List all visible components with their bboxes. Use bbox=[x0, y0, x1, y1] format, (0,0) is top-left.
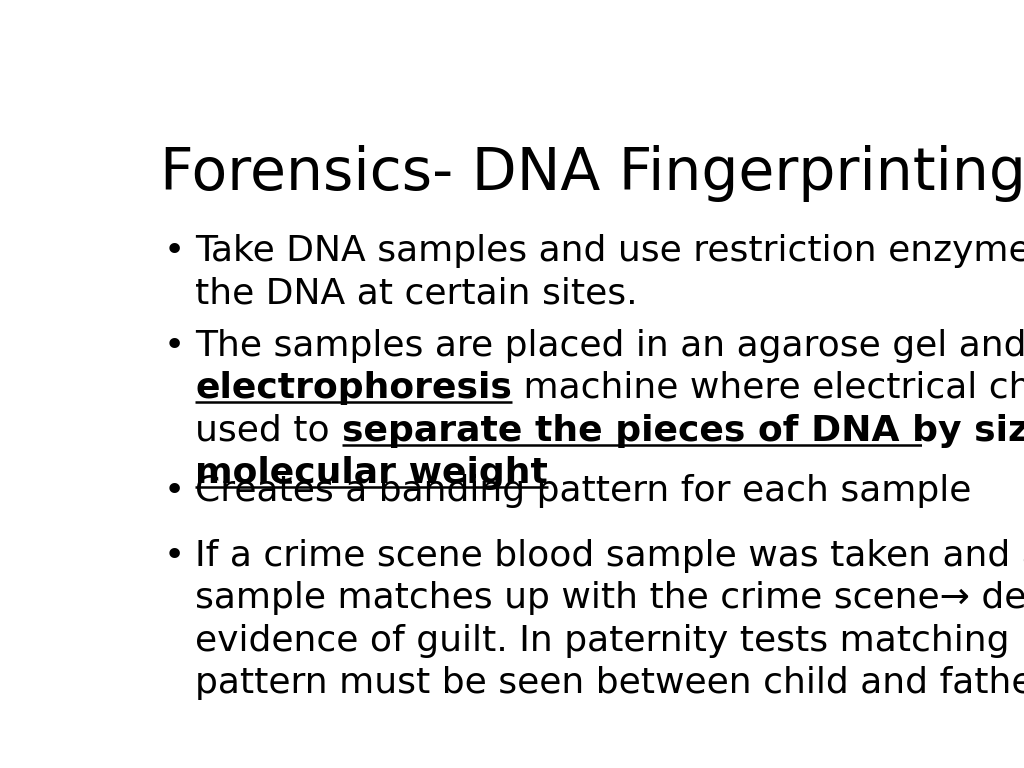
Text: •: • bbox=[164, 538, 185, 573]
Text: Creates a banding pattern for each sample: Creates a banding pattern for each sampl… bbox=[196, 474, 972, 508]
Text: •: • bbox=[164, 329, 185, 362]
Text: used to: used to bbox=[196, 414, 342, 448]
Text: •: • bbox=[164, 234, 185, 268]
Text: If a crime scene blood sample was taken and a suspects: If a crime scene blood sample was taken … bbox=[196, 538, 1024, 573]
Text: Take DNA samples and use restriction enzymes to cut: Take DNA samples and use restriction enz… bbox=[196, 234, 1024, 268]
Text: machine where electrical charges are: machine where electrical charges are bbox=[512, 371, 1024, 406]
Text: evidence of guilt. In paternity tests matching band: evidence of guilt. In paternity tests ma… bbox=[196, 624, 1024, 658]
Text: •: • bbox=[164, 474, 185, 508]
Text: The samples are placed in an agarose gel and into an: The samples are placed in an agarose gel… bbox=[196, 329, 1024, 362]
Text: the DNA at certain sites.: the DNA at certain sites. bbox=[196, 276, 638, 311]
Text: molecular weight: molecular weight bbox=[196, 456, 548, 491]
Text: pattern must be seen between child and father: pattern must be seen between child and f… bbox=[196, 667, 1024, 700]
Text: sample matches up with the crime scene→ definitive: sample matches up with the crime scene→ … bbox=[196, 581, 1024, 615]
Text: electrophoresis: electrophoresis bbox=[196, 371, 512, 406]
Text: separate the pieces of DNA by size and: separate the pieces of DNA by size and bbox=[342, 414, 1024, 448]
Text: Forensics- DNA Fingerprinting  process: Forensics- DNA Fingerprinting process bbox=[160, 145, 1024, 203]
